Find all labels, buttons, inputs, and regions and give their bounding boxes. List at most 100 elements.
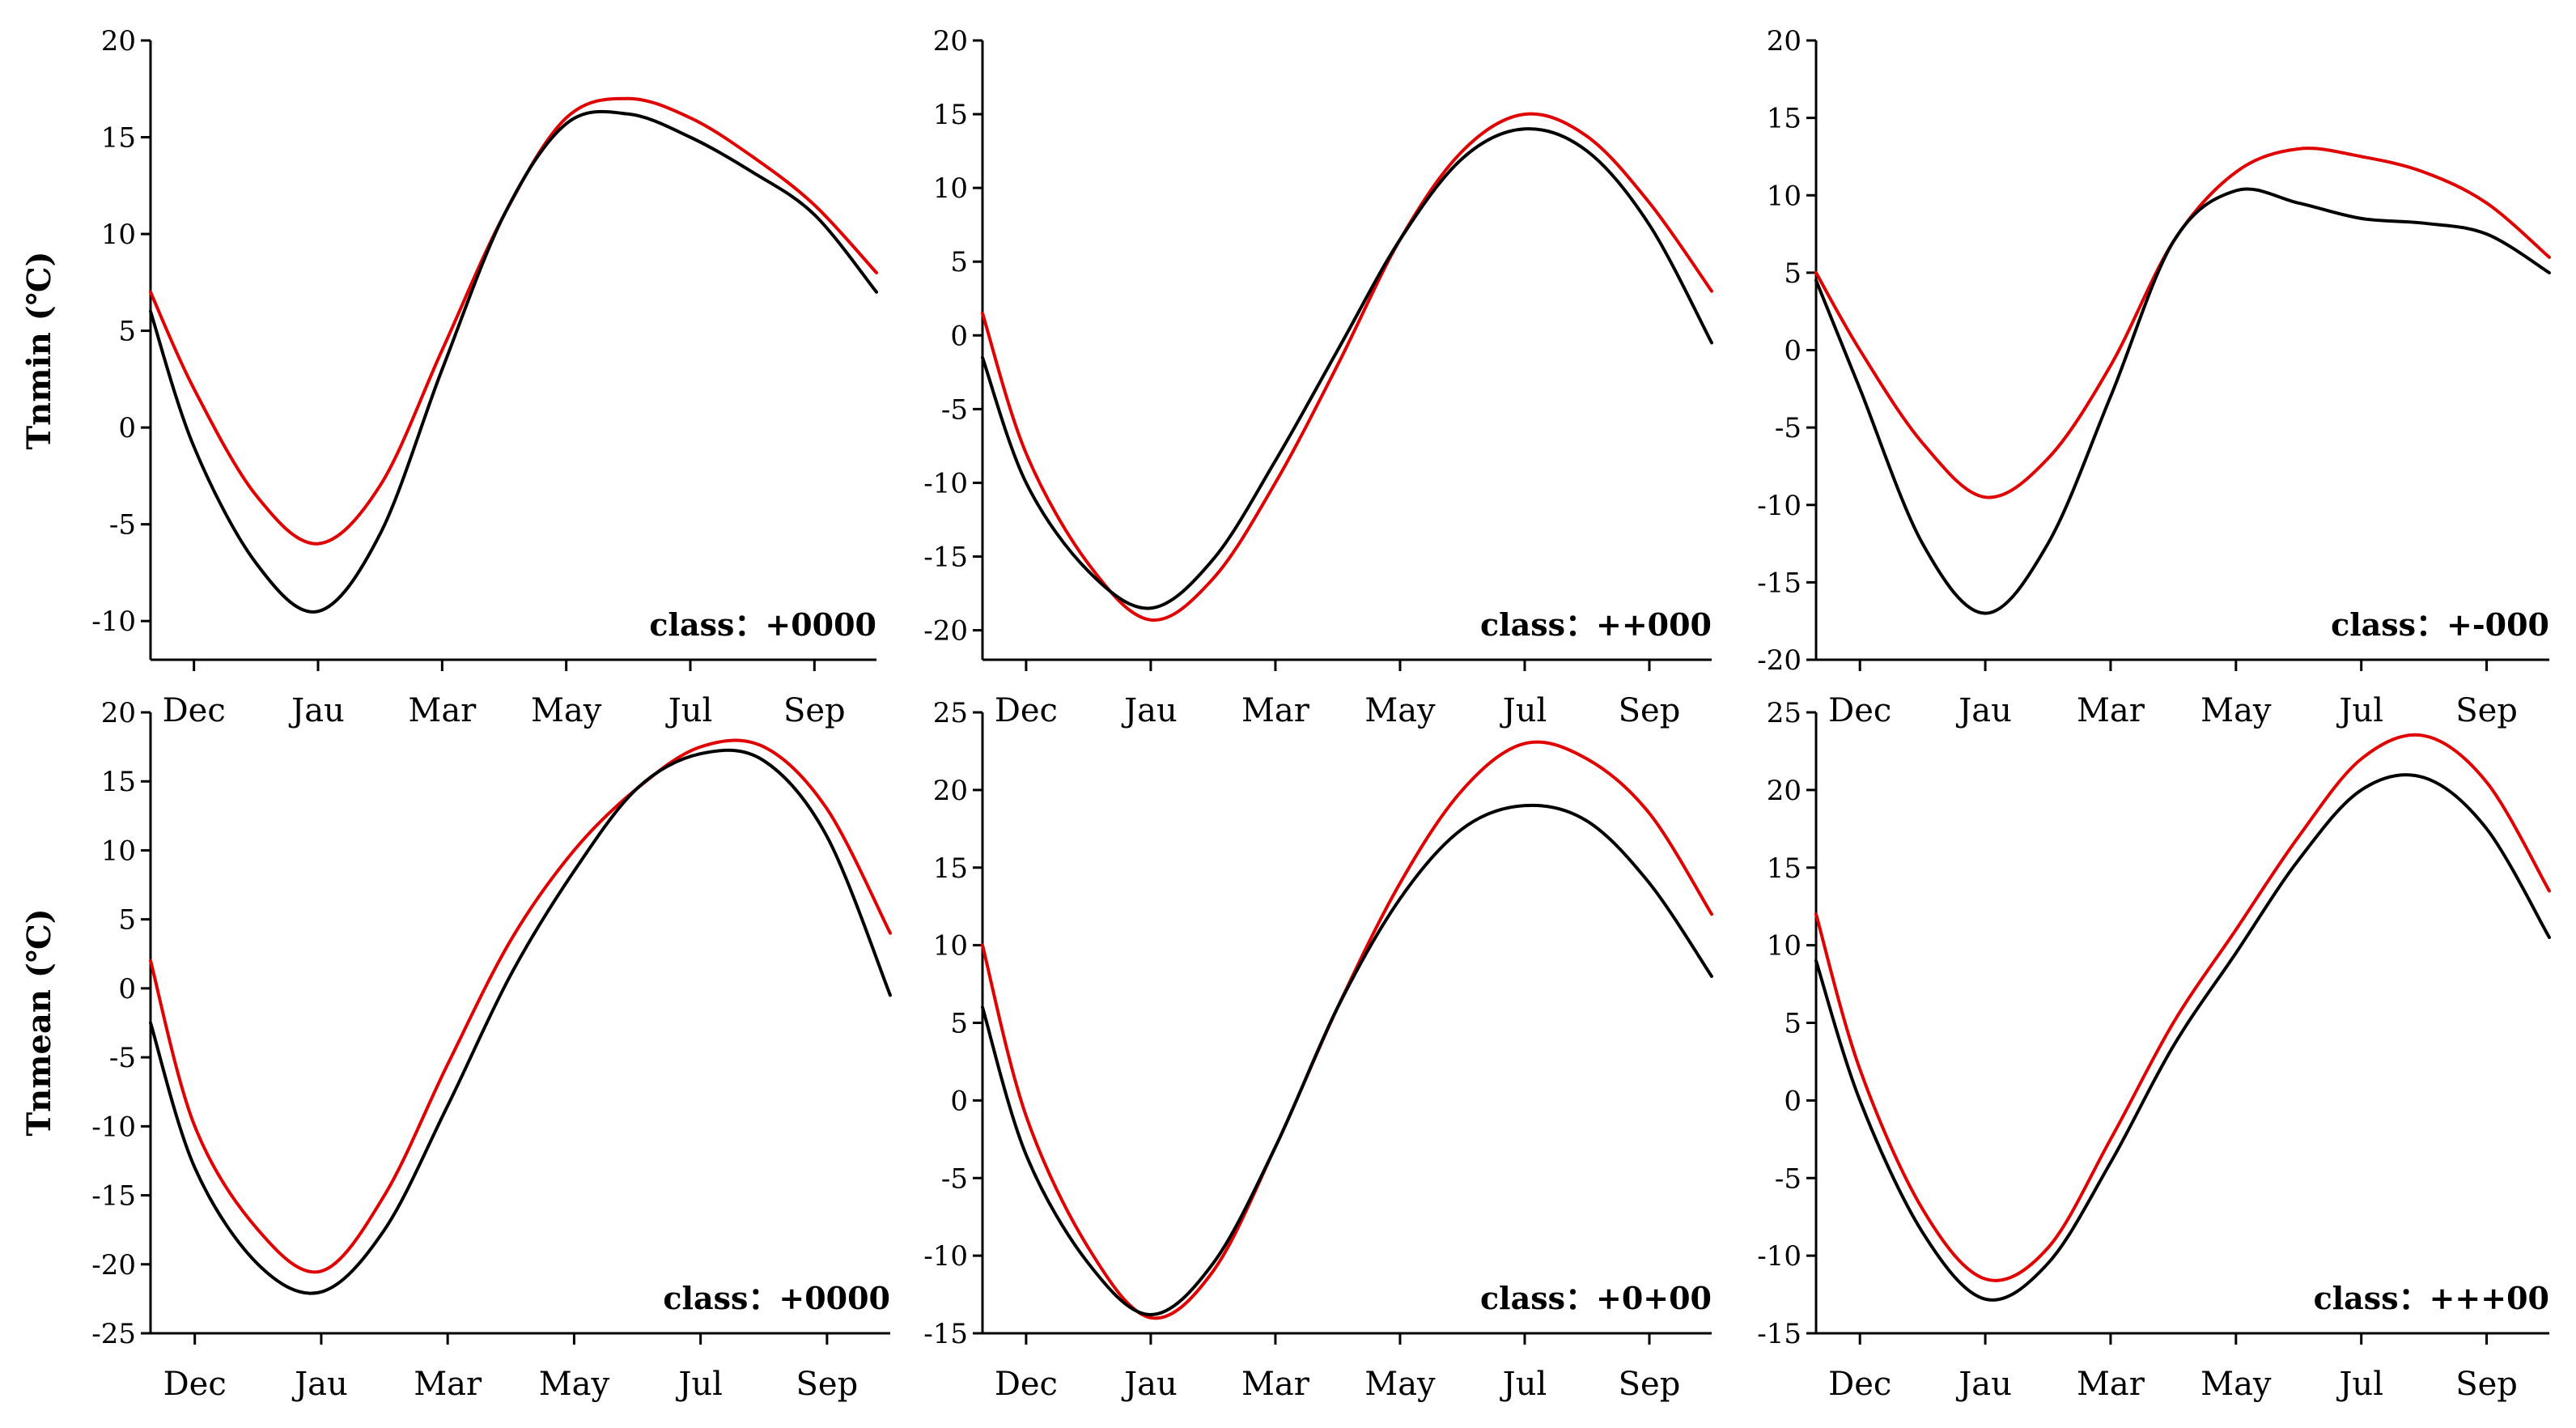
series-line-red: [149, 96, 878, 546]
y-tick-label: 0: [118, 412, 136, 444]
y-tick-label: -15: [923, 1318, 968, 1350]
x-tick-label: Jau: [1121, 692, 1178, 729]
y-tick-label: -15: [1757, 567, 1802, 599]
x-tick-label: Dec: [163, 1366, 227, 1403]
y-tick-label: -10: [1757, 1240, 1802, 1273]
x-tick-label: Jul: [1500, 692, 1547, 729]
panel-5: -15 -10 -5 0 5 10 15 20 25 Dec Jau Mar May Jul Sep clas…: [923, 697, 1713, 1403]
y-tick-label: 20: [933, 775, 968, 807]
class-annotation: class：++000: [1480, 606, 1712, 643]
y-tick-label: 25: [933, 697, 968, 729]
x-tick-label: Sep: [2455, 1366, 2518, 1403]
y-tick-label: 0: [118, 973, 136, 1005]
y-tick-label: -5: [941, 393, 968, 426]
series-line-red: [981, 740, 1713, 1320]
y-tick-label: 0: [1784, 335, 1802, 368]
x-tick-label: Mar: [1241, 1366, 1310, 1403]
class-annotation: class：+0000: [649, 606, 876, 643]
x-tick-label: Jul: [1500, 1366, 1547, 1403]
class-annotation: class：+++00: [2314, 1280, 2549, 1316]
y-tick-label: 10: [1767, 930, 1802, 963]
class-annotation: class：+0000: [663, 1280, 890, 1316]
x-tick-label: Mar: [408, 692, 477, 729]
y-tick-label: -5: [109, 1042, 136, 1074]
series-line-black: [981, 127, 1713, 610]
series-line-red: [981, 112, 1713, 622]
x-tick-label: Dec: [995, 1366, 1058, 1403]
x-tick-label: Jau: [288, 692, 345, 729]
y-tick-label: 20: [933, 25, 968, 57]
y-tick-label: 5: [950, 246, 968, 278]
y-tick-label: -10: [91, 1111, 136, 1143]
y-tick-label: 5: [118, 316, 136, 348]
y-tick-label: 10: [101, 835, 136, 867]
panel-6: -15 -10 -5 0 5 10 15 20 25 Dec Jau Mar May Jul Sep clas…: [1757, 697, 2551, 1403]
x-tick-label: Jul: [675, 1366, 723, 1403]
x-tick-label: Mar: [2077, 1366, 2145, 1403]
series-line-red: [1814, 147, 2551, 499]
panel-3: -20 -15 -10 -5 0 5 10 15 20 Dec Jau Mar May Jul Sep cla…: [1757, 25, 2551, 729]
y-tick-label: 5: [950, 1008, 968, 1040]
series-line-red: [1814, 733, 2551, 1282]
y-tick-label: 15: [933, 99, 968, 131]
x-tick-label: May: [2200, 692, 2272, 729]
y-tick-label: 0: [950, 1085, 968, 1117]
y-tick-label: 10: [101, 219, 136, 251]
y-tick-label: 20: [1767, 25, 1802, 57]
x-tick-label: Jau: [1955, 1366, 2012, 1403]
y-tick-label: 10: [1767, 180, 1802, 212]
y-tick-label: -15: [923, 542, 968, 574]
x-tick-label: May: [539, 1366, 610, 1403]
x-tick-label: Mar: [414, 1366, 482, 1403]
series-line-black: [1814, 187, 2551, 615]
x-tick-label: May: [1364, 692, 1436, 729]
y-tick-label: 0: [1784, 1085, 1802, 1117]
x-tick-label: Dec: [163, 692, 226, 729]
x-tick-label: May: [2200, 1366, 2272, 1403]
x-tick-label: Jul: [665, 692, 713, 729]
y-tick-label: 20: [101, 25, 136, 57]
y-tick-label: -10: [91, 606, 136, 638]
y-tick-label: -5: [941, 1162, 968, 1195]
x-tick-label: Dec: [1828, 1366, 1891, 1403]
x-tick-label: Sep: [2455, 692, 2518, 729]
y-tick-label: -15: [91, 1180, 136, 1213]
x-tick-label: Sep: [796, 1366, 859, 1403]
series-line-black: [149, 748, 892, 1295]
y-tick-label: 15: [1767, 852, 1802, 885]
y-tick-label: -10: [1757, 490, 1802, 522]
x-tick-label: Mar: [2077, 692, 2145, 729]
x-tick-label: Mar: [1241, 692, 1310, 729]
y-tick-label: -25: [91, 1318, 136, 1350]
y-tick-label: 15: [933, 852, 968, 885]
x-tick-label: Sep: [783, 692, 846, 729]
y-axis-title: Tnmin (℃): [20, 251, 58, 449]
x-tick-label: May: [531, 692, 602, 729]
y-tick-label: 15: [1767, 103, 1802, 135]
x-tick-label: Jau: [1121, 1366, 1178, 1403]
x-tick-label: Sep: [1619, 692, 1681, 729]
class-annotation: class：+-000: [2331, 606, 2549, 643]
y-tick-label: -5: [1775, 1162, 1802, 1195]
y-axis-title: Tnmean (℃): [20, 908, 58, 1136]
y-tick-label: -20: [923, 615, 968, 648]
x-tick-label: Sep: [1619, 1366, 1681, 1403]
series-line-red: [149, 738, 892, 1274]
panel-4: -25 -20 -15 -10 -5 0 5 10 15 20 Dec Jau Mar May Jul Sep…: [20, 697, 892, 1403]
x-tick-label: Jul: [2336, 692, 2383, 729]
series-line-black: [981, 803, 1713, 1316]
y-tick-label: 20: [1767, 775, 1802, 807]
y-tick-label: 5: [1784, 1008, 1802, 1040]
y-tick-label: -15: [1757, 1318, 1802, 1350]
y-tick-label: 0: [950, 320, 968, 352]
y-tick-label: 10: [933, 172, 968, 205]
x-tick-label: Dec: [1828, 692, 1891, 729]
class-annotation: class：+0+00: [1480, 1280, 1712, 1316]
y-tick-label: 15: [101, 122, 136, 155]
y-tick-label: -10: [923, 1240, 968, 1273]
panel-1: -10 -5 0 5 10 15 20 Dec Jau Mar May Jul Sep class：+00…: [20, 25, 878, 729]
panel-2: -20 -15 -10 -5 0 5 10 15 20 Dec Jau Mar May Jul Sep cla…: [923, 25, 1713, 729]
x-tick-label: Jau: [1955, 692, 2012, 729]
y-tick-label: 5: [118, 904, 136, 937]
